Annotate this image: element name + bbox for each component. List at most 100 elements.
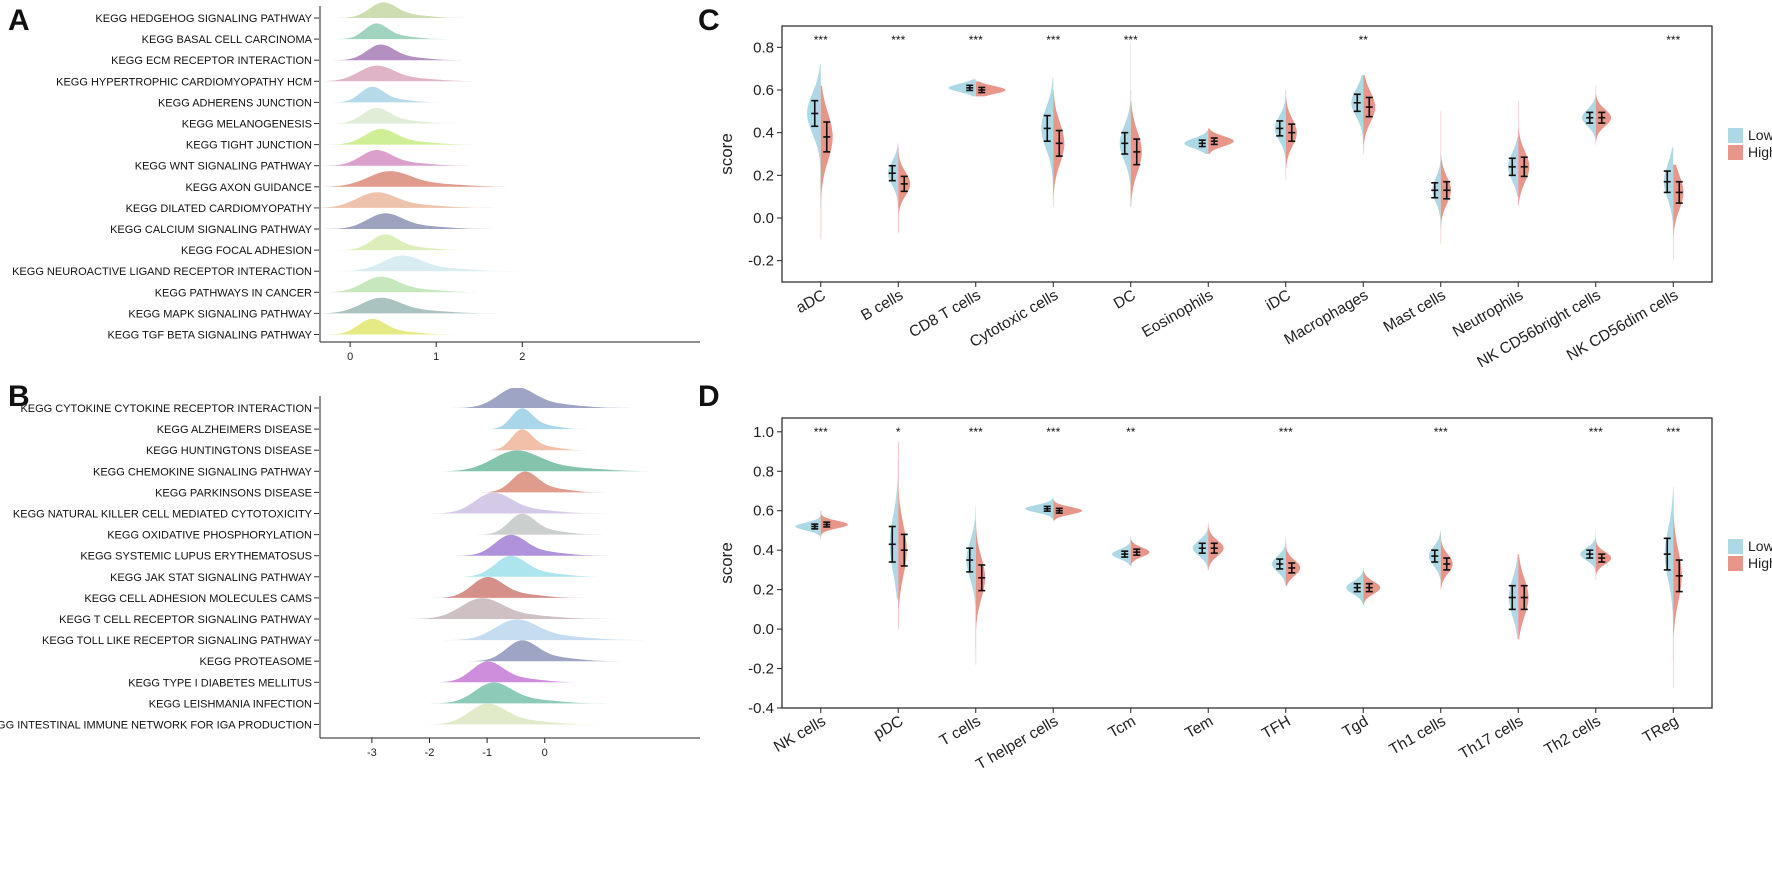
violin-x-label-eosinophils: Eosinophils (1139, 287, 1216, 341)
errorbar-low-macrophages (1353, 93, 1361, 113)
ridge-density-kegg-proteasome (418, 640, 632, 662)
errorbar-high-b-cells (900, 175, 908, 193)
ridge-label-kegg-neuroactive-ligand-receptor-interaction: KEGG NEUROACTIVE LIGAND RECEPTOR INTERAC… (12, 266, 312, 278)
violin-y-tick-label-4: 0.4 (753, 125, 774, 142)
errorbar-low-dc (1121, 131, 1129, 155)
ridge-x-tick-label--3: -3 (367, 747, 377, 759)
violin-half-low-cd8-t-cells (948, 79, 976, 97)
ridge-label-kegg-parkinsons-disease: KEGG PARKINSONS DISEASE (155, 487, 312, 499)
violin-half-high-nk-cells (820, 510, 848, 537)
ridge-label-kegg-cell-adhesion-molecules-cams: KEGG CELL ADHESION MOLECULES CAMS (84, 593, 312, 605)
violin-x-label-tcm: Tcm (1106, 713, 1139, 742)
ridge-density-kegg-alzheimers-disease (452, 408, 595, 430)
violin-half-high-tem (1208, 522, 1224, 570)
errorbar-high-neutrophils (1520, 156, 1528, 178)
violin-half-high-tcm (1130, 536, 1150, 566)
errorbar-high-adc (823, 121, 831, 153)
violin-x-label-th2-cells: Th2 cells (1542, 713, 1604, 759)
ridge-density-kegg-intestinal-immune-network-for-iga-production (366, 703, 615, 725)
ridge-label-kegg-t-cell-receptor-signaling-pathway: KEGG T CELL RECEPTOR SIGNALING PATHWAY (59, 614, 313, 626)
ridge-label-kegg-calcium-signaling-pathway: KEGG CALCIUM SIGNALING PATHWAY (110, 224, 313, 236)
errorbar-low-mast-cells (1431, 182, 1439, 199)
ridge-density-kegg-adherens-junction (294, 86, 454, 103)
violin-x-label-dc: DC (1111, 287, 1139, 313)
violin-plot-frame (781, 417, 1713, 709)
ridge-density-kegg-axon-guidance (246, 171, 539, 187)
errorbar-low-t-helper-cells (1043, 505, 1051, 512)
violin-y-tick-label-2: -0.2 (748, 661, 774, 678)
violin-y-tick-label-5: 0.4 (753, 542, 774, 559)
legend-label-high: High (1748, 144, 1772, 160)
violin-x-label-nk-cd56bright-cells: NK CD56bright cells (1474, 287, 1604, 372)
violin-x-label-pdc: pDC (871, 713, 906, 743)
errorbar-high-eosinophils (1210, 137, 1218, 146)
ridge-label-kegg-jak-stat-signaling-pathway: KEGG JAK STAT SIGNALING PATHWAY (110, 572, 313, 584)
violin-half-high-adc (820, 85, 833, 240)
violin-half-low-nk-cd56bright-cells (1582, 94, 1596, 146)
violin-half-high-nk-cd56dim-cells (1673, 164, 1684, 261)
errorbar-high-tfh (1288, 562, 1296, 574)
errorbar-high-th17-cells (1520, 584, 1528, 611)
ridge-label-kegg-basal-cell-carcinoma: KEGG BASAL CELL CARCINOMA (142, 34, 313, 46)
violin-half-high-th2-cells (1595, 538, 1612, 580)
violin-y-tick-label-2: 0.0 (753, 210, 774, 227)
significance-adc: *** (814, 33, 828, 47)
errorbar-low-neutrophils (1508, 157, 1516, 177)
ridge-label-kegg-axon-guidance: KEGG AXON GUIDANCE (185, 182, 312, 194)
errorbar-high-tgd (1365, 582, 1373, 593)
significance-th1-cells: *** (1434, 425, 1448, 439)
violin-y-tick-label-6: 0.6 (753, 503, 774, 520)
ridge-density-kegg-pathways-in-cancer (264, 276, 503, 293)
errorbar-low-th1-cells (1431, 549, 1439, 563)
errorbar-high-th1-cells (1443, 557, 1451, 571)
ridge-density-kegg-tight-junction (277, 128, 490, 145)
significance-t-helper-cells: *** (1046, 425, 1060, 439)
errorbar-high-tem (1210, 542, 1218, 554)
violin-half-low-nk-cd56dim-cells (1663, 147, 1674, 229)
ridge-x-tick-label-0: 0 (542, 747, 548, 759)
violin-half-high-eosinophils (1208, 128, 1234, 154)
violin-x-label-mast-cells: Mast cells (1381, 287, 1449, 336)
errorbar-high-th2-cells (1598, 553, 1606, 563)
significance-b-cells: *** (891, 33, 905, 47)
errorbar-high-macrophages (1365, 96, 1373, 118)
ridge-label-kegg-type-i-diabetes-mellitus: KEGG TYPE I DIABETES MELLITUS (128, 677, 312, 689)
legend-swatch-high (1728, 556, 1743, 571)
violin-x-label-tem: Tem (1182, 713, 1216, 742)
violin-half-high-th17-cells (1518, 554, 1529, 639)
ridge-label-kegg-systemic-lupus-erythematosus: KEGG SYSTEMIC LUPUS ERYTHEMATOSUS (80, 551, 312, 563)
ridge-density-kegg-toll-like-receptor-signaling-pathway (377, 619, 662, 641)
panel-letter-c: C (698, 4, 720, 37)
violin-x-label-th1-cells: Th1 cells (1387, 713, 1449, 759)
ridge-label-kegg-dilated-cardiomyopathy: KEGG DILATED CARDIOMYOPATHY (126, 203, 313, 215)
ridge-density-kegg-calcium-signaling-pathway (268, 213, 508, 229)
ridge-label-kegg-adherens-junction: KEGG ADHERENS JUNCTION (158, 97, 312, 109)
ridge-density-kegg-ecm-receptor-interaction (289, 44, 476, 61)
violin-half-low-tcm (1112, 538, 1131, 566)
ridge-label-kegg-huntingtons-disease: KEGG HUNTINGTONS DISEASE (146, 445, 312, 457)
violin-x-label-tfh: TFH (1259, 713, 1294, 743)
ridge-density-kegg-natural-killer-cell-mediated-cytotoxicity (371, 492, 621, 514)
significance-treg: *** (1666, 425, 1680, 439)
errorbar-low-tgd (1353, 582, 1361, 593)
errorbar-low-th17-cells (1508, 584, 1516, 611)
errorbar-low-th2-cells (1586, 549, 1594, 559)
significance-pdc: * (896, 425, 901, 439)
ridge-density-kegg-type-i-diabetes-mellitus (383, 661, 597, 683)
errorbar-low-idc (1276, 120, 1284, 137)
ridge-density-kegg-chemokine-signaling-pathway (360, 450, 681, 472)
violin-x-label-t-helper-cells: T helper cells (973, 713, 1061, 774)
violin-half-low-nk-cells (795, 510, 821, 541)
ridge-x-tick-label--2: -2 (425, 747, 435, 759)
ridge-density-kegg-leishmania-infection (371, 682, 621, 704)
errorbar-low-adc (811, 99, 819, 128)
violin-half-high-tgd (1363, 567, 1381, 606)
violin-half-low-treg (1664, 487, 1674, 659)
ridge-density-kegg-huntingtons-disease (452, 429, 595, 451)
violin-half-low-b-cells (888, 143, 899, 208)
violin-y-tick-label-1: -0.4 (748, 700, 774, 717)
ridge-density-kegg-systemic-lupus-erythematosus (406, 534, 620, 556)
legend-swatch-low (1728, 128, 1743, 143)
ridge-label-kegg-tgf-beta-signaling-pathway: KEGG TGF BETA SIGNALING PATHWAY (107, 330, 312, 342)
ridge-density-kegg-basal-cell-carcinoma (298, 23, 458, 40)
